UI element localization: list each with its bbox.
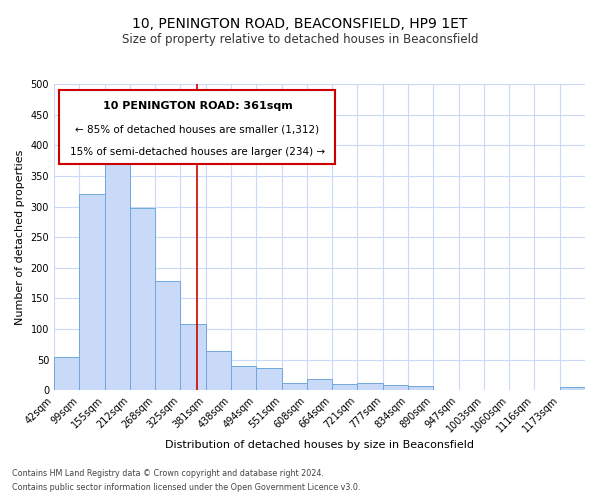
Bar xyxy=(79,194,104,390)
Bar xyxy=(231,366,256,390)
Bar xyxy=(560,387,585,390)
Bar xyxy=(408,386,433,390)
Bar xyxy=(358,383,383,390)
Y-axis label: Number of detached properties: Number of detached properties xyxy=(15,150,25,325)
Text: Size of property relative to detached houses in Beaconsfield: Size of property relative to detached ho… xyxy=(122,32,478,46)
Bar xyxy=(206,350,231,391)
Bar xyxy=(54,356,79,390)
Text: 10, PENINGTON ROAD, BEACONSFIELD, HP9 1ET: 10, PENINGTON ROAD, BEACONSFIELD, HP9 1E… xyxy=(133,18,467,32)
X-axis label: Distribution of detached houses by size in Beaconsfield: Distribution of detached houses by size … xyxy=(165,440,474,450)
Bar xyxy=(383,385,408,390)
Bar xyxy=(332,384,358,390)
Bar xyxy=(181,324,206,390)
Text: Contains HM Land Registry data © Crown copyright and database right 2024.: Contains HM Land Registry data © Crown c… xyxy=(12,468,324,477)
Bar xyxy=(256,368,281,390)
Bar xyxy=(155,282,181,391)
Bar xyxy=(281,383,307,390)
Bar xyxy=(130,208,155,390)
Text: Contains public sector information licensed under the Open Government Licence v3: Contains public sector information licen… xyxy=(12,484,361,492)
Bar xyxy=(307,380,332,390)
Bar xyxy=(104,146,130,390)
